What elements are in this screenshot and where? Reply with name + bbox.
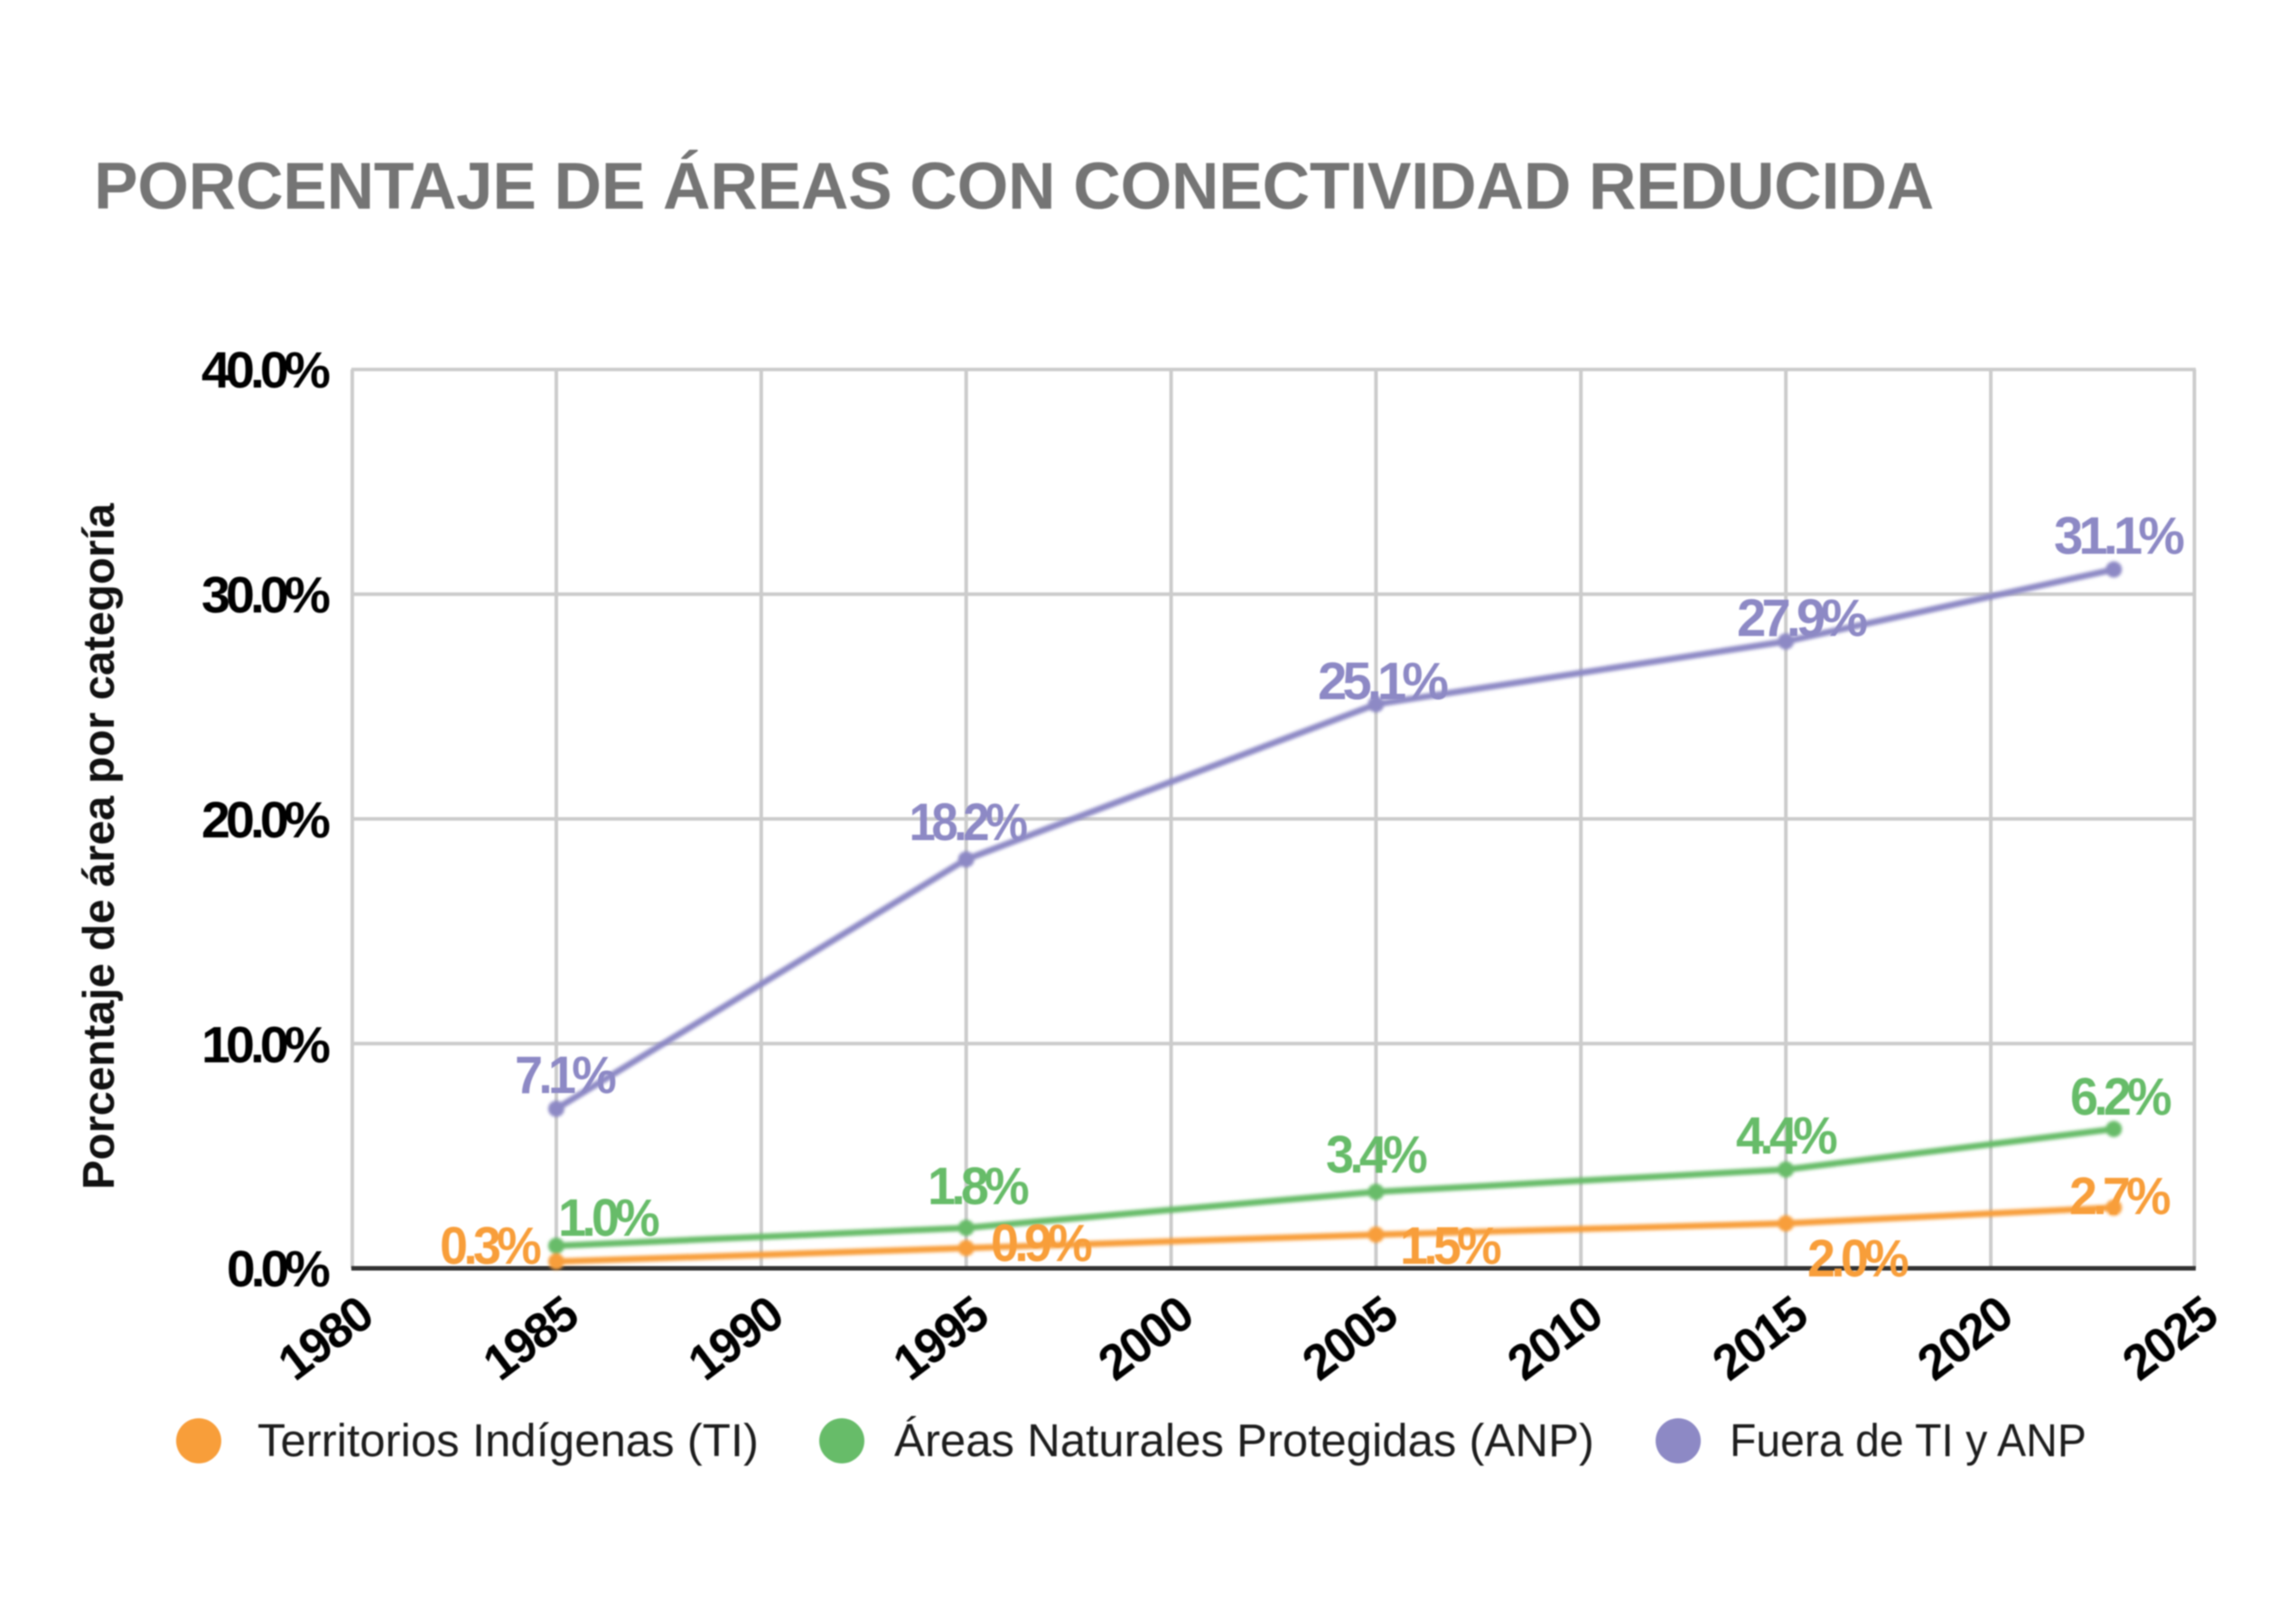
svg-text:2.0%: 2.0%: [1807, 1229, 1909, 1288]
svg-text:7.1%: 7.1%: [515, 1046, 616, 1105]
svg-text:20.0%: 20.0%: [201, 791, 330, 849]
svg-text:18.2%: 18.2%: [910, 793, 1028, 852]
svg-text:40.0%: 40.0%: [201, 341, 330, 399]
svg-text:27.9%: 27.9%: [1737, 589, 1867, 648]
svg-text:PORCENTAJE DE ÁREAS CON CONECT: PORCENTAJE DE ÁREAS CON CONECTIVIDAD RED…: [94, 150, 1934, 223]
svg-text:0.0%: 0.0%: [227, 1240, 330, 1298]
svg-text:Áreas Naturales Protegidas (AN: Áreas Naturales Protegidas (ANP): [894, 1415, 1594, 1466]
svg-text:10.0%: 10.0%: [201, 1016, 330, 1074]
svg-text:1.8%: 1.8%: [928, 1157, 1029, 1216]
svg-text:2.7%: 2.7%: [2069, 1167, 2170, 1226]
svg-text:1.5%: 1.5%: [1400, 1217, 1501, 1276]
svg-text:Fuera de TI y ANP: Fuera de TI y ANP: [1730, 1415, 2086, 1466]
svg-text:6.2%: 6.2%: [2070, 1068, 2171, 1126]
svg-text:1.0%: 1.0%: [558, 1189, 659, 1248]
svg-text:0.3%: 0.3%: [440, 1217, 541, 1276]
svg-text:30.0%: 30.0%: [201, 566, 330, 624]
svg-text:25.1%: 25.1%: [1318, 652, 1448, 711]
svg-text:Porcentaje de área por categor: Porcentaje de área por categoría: [75, 502, 124, 1190]
svg-text:4.4%: 4.4%: [1736, 1107, 1837, 1165]
svg-text:Territorios Indígenas (TI): Territorios Indígenas (TI): [257, 1415, 759, 1466]
svg-text:31.1%: 31.1%: [2054, 507, 2184, 565]
svg-text:0.9%: 0.9%: [991, 1214, 1092, 1273]
svg-text:3.4%: 3.4%: [1326, 1126, 1427, 1184]
